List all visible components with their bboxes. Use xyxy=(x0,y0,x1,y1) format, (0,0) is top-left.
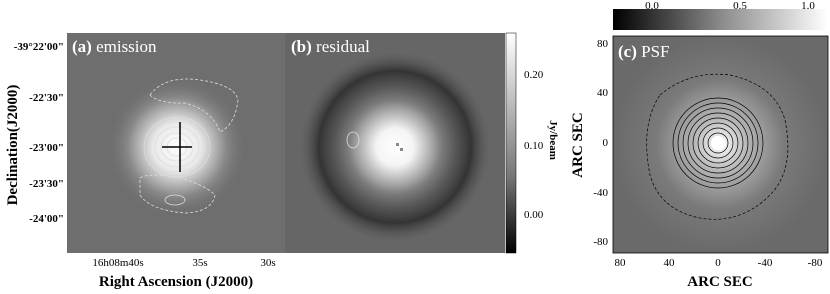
x-tick-label: 35s xyxy=(192,257,207,269)
colorbar xyxy=(505,32,517,254)
y-tick-label: -80 xyxy=(593,236,608,248)
contour xyxy=(346,131,360,149)
y-tick-label: -39°22'00" xyxy=(14,41,64,53)
x-axis-title: ARC SEC xyxy=(687,274,752,290)
colorbar-tick-label: 0.5 xyxy=(733,0,747,12)
x-axis-title: Right Ascension (J2000) xyxy=(99,274,253,290)
x-tick-label: 80 xyxy=(615,257,627,269)
x-tick-label: 16h08m40s xyxy=(92,257,143,269)
y-tick-label: -22'30" xyxy=(29,92,64,104)
x-tick-label: -40 xyxy=(758,257,773,269)
y-tick-label: 40 xyxy=(597,87,609,99)
panel-label: (c) PSF xyxy=(618,42,670,61)
x-tick-label: 0 xyxy=(715,257,721,269)
panel-tag: (a) xyxy=(72,37,92,56)
x-tick-label: 40 xyxy=(664,257,676,269)
y-tick-label: -24'00" xyxy=(29,213,64,225)
y-axis-title: Declination(J2000) xyxy=(5,85,21,206)
y-tick-label: -23'00" xyxy=(29,142,64,154)
x-tick-label: 30s xyxy=(260,257,275,269)
panel-label: (b) residual xyxy=(291,37,370,56)
psf-core xyxy=(711,136,725,150)
y-tick-label: -23'30" xyxy=(29,178,64,190)
panel-name: PSF xyxy=(641,42,669,61)
y-axis-title: ARC SEC xyxy=(570,112,586,177)
colorbar-tick-label: 0.00 xyxy=(524,209,544,221)
panel-name: residual xyxy=(316,37,370,56)
panel-label: (a) emission xyxy=(72,37,157,56)
colorbar xyxy=(613,9,828,30)
y-tick-label: 0 xyxy=(603,137,609,149)
pixel xyxy=(396,143,399,146)
x-tick-label: -80 xyxy=(808,257,823,269)
panel-name: emission xyxy=(96,37,157,56)
pixel xyxy=(400,148,403,151)
contours xyxy=(646,73,789,220)
colorbar-tick-label: 0.20 xyxy=(524,69,544,81)
colorbar-tick-label: 0.10 xyxy=(524,140,544,152)
y-tick-label: 80 xyxy=(597,38,609,50)
colorbar-tick-label: 1.0 xyxy=(801,0,815,12)
panel-tag: (b) xyxy=(291,37,312,56)
crosshair xyxy=(162,122,192,172)
panel-tag: (c) xyxy=(618,42,637,61)
colorbar-tick-label: 0.0 xyxy=(645,0,659,12)
source-residual xyxy=(333,85,457,209)
colorbar-title: Jy/beam xyxy=(547,120,559,160)
y-tick-label: -40 xyxy=(593,187,608,199)
